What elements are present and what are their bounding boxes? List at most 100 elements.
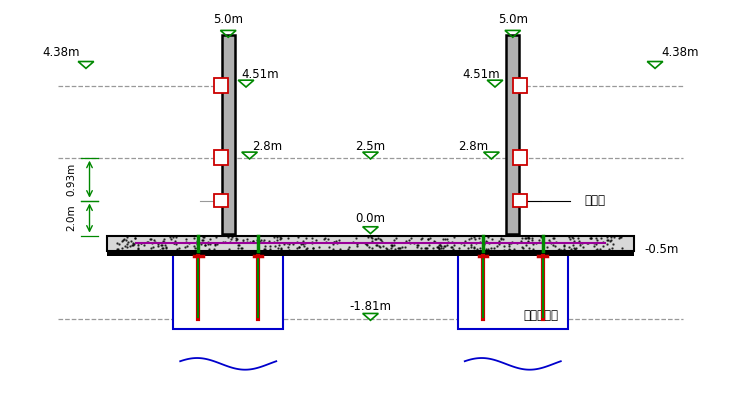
Point (156, 242, 168, 248)
Point (124, 237, 136, 244)
Point (519, 235, 531, 242)
Point (493, 241, 505, 247)
Point (117, 237, 129, 243)
Point (231, 235, 243, 242)
Point (164, 234, 176, 240)
Point (465, 243, 477, 250)
Point (366, 245, 378, 252)
Point (441, 236, 453, 243)
Point (275, 245, 287, 252)
Point (130, 235, 142, 241)
Point (300, 235, 312, 241)
Point (396, 244, 408, 251)
Point (522, 235, 534, 242)
Point (299, 240, 311, 247)
Point (373, 243, 385, 249)
Point (471, 245, 483, 252)
Point (145, 236, 157, 243)
Point (381, 246, 393, 252)
Text: 2.0m: 2.0m (67, 205, 77, 231)
Point (471, 240, 482, 246)
Point (447, 246, 459, 252)
Point (597, 239, 609, 245)
Point (122, 239, 134, 245)
Point (541, 244, 553, 250)
Point (499, 246, 511, 253)
Point (252, 237, 264, 243)
Point (330, 240, 342, 247)
Point (581, 240, 593, 247)
Point (300, 245, 312, 252)
Point (433, 245, 445, 252)
Point (405, 234, 416, 241)
Point (565, 236, 576, 242)
Point (503, 243, 515, 249)
Point (604, 238, 616, 244)
Bar (214, 194, 228, 207)
Point (343, 243, 355, 250)
Point (456, 240, 468, 246)
Point (196, 237, 207, 243)
Point (253, 238, 265, 245)
Point (318, 236, 330, 242)
Point (204, 236, 216, 243)
Point (465, 239, 477, 246)
Point (361, 240, 373, 246)
Point (366, 238, 378, 244)
Point (574, 242, 586, 248)
Point (576, 240, 588, 246)
Point (377, 242, 389, 249)
Point (132, 239, 144, 246)
Point (310, 237, 322, 243)
Point (152, 243, 164, 249)
Point (301, 245, 313, 251)
Point (192, 242, 204, 249)
Text: 0.93m: 0.93m (67, 162, 77, 196)
Text: 4.51m: 4.51m (462, 68, 499, 81)
Point (141, 239, 153, 245)
Point (545, 239, 556, 245)
Point (386, 243, 398, 249)
Point (282, 235, 294, 241)
Point (334, 245, 346, 252)
Point (563, 234, 575, 241)
Point (596, 235, 608, 241)
Text: 4.38m: 4.38m (661, 46, 699, 59)
Point (422, 236, 433, 243)
Point (435, 245, 447, 252)
Point (496, 236, 508, 242)
Point (424, 235, 436, 241)
Point (590, 241, 602, 247)
Point (605, 234, 617, 241)
Point (517, 245, 529, 252)
Point (135, 240, 147, 246)
Point (385, 242, 397, 249)
Point (588, 243, 599, 249)
Point (568, 242, 579, 248)
Point (306, 240, 318, 246)
Text: 加劲箍: 加劲箍 (584, 194, 605, 207)
Point (132, 246, 144, 252)
Point (197, 237, 209, 243)
Point (230, 237, 242, 243)
Point (111, 246, 123, 253)
Point (495, 234, 507, 241)
Point (270, 237, 282, 243)
Point (370, 235, 382, 242)
Point (473, 239, 485, 245)
Point (545, 240, 557, 247)
Point (268, 234, 280, 240)
Point (350, 235, 362, 241)
Point (273, 241, 285, 248)
Point (297, 240, 309, 247)
Point (124, 243, 136, 249)
Text: 5.0m: 5.0m (498, 13, 528, 26)
Point (347, 239, 359, 245)
Point (530, 240, 542, 247)
Point (230, 234, 242, 241)
Point (360, 241, 372, 247)
Text: -0.5m: -0.5m (645, 243, 679, 256)
Text: -1.81m: -1.81m (350, 300, 391, 313)
Point (167, 240, 179, 246)
Point (602, 234, 614, 241)
